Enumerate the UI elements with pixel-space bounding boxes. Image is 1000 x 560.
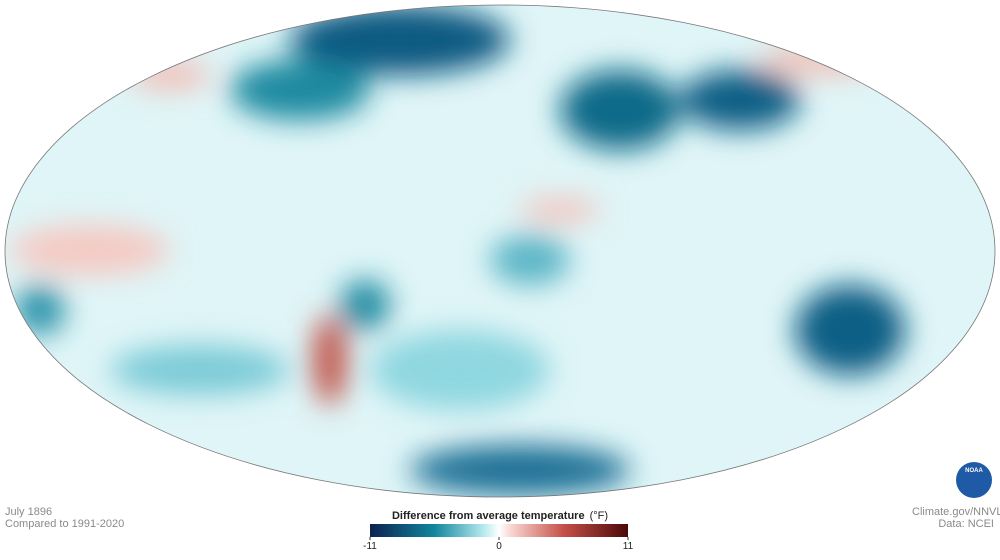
scale-tick-label: 0 [496,541,502,552]
map [5,5,995,497]
caption-baseline: Compared to 1991-2020 [5,518,124,530]
scale-tick-label: 11 [623,541,634,552]
logo-badge [956,462,992,498]
credit-source: Climate.gov/NNVL [912,506,1000,518]
color-scale [370,524,628,537]
legend-title-text: Difference from average temperature [392,510,585,522]
scale-tick-label: -11 [363,541,377,552]
logo-text: NOAA [965,468,983,474]
globe-outline [4,4,996,498]
credit-data: Data: NCEI [938,518,994,530]
caption-date: July 1896 [5,506,52,518]
legend-title: Difference from average temperature (°F) [392,510,608,522]
legend-unit: (°F) [590,510,608,522]
color-scale-ticks: -11 0 11 [363,537,634,552]
